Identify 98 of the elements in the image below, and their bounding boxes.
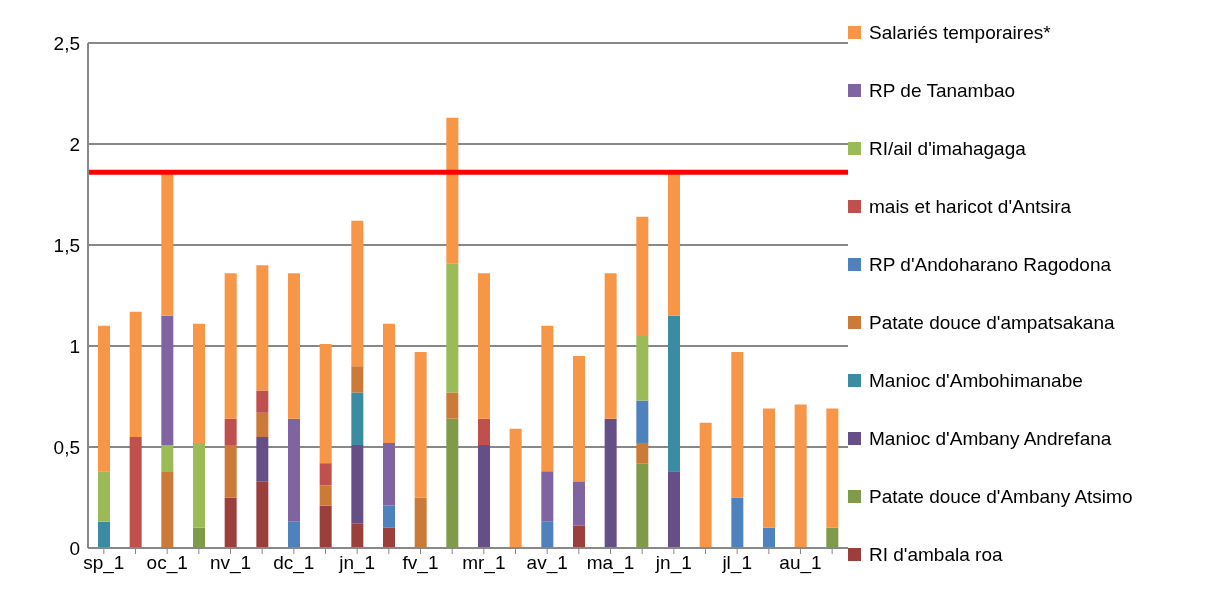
bar [636,463,649,548]
x-tick-label: oc_1 [146,552,188,575]
bar [193,323,205,443]
bar [731,352,744,498]
bar [414,352,427,498]
bar [478,418,490,445]
y-tick-label: 2,5 [53,32,80,54]
bar [478,273,490,419]
bar [193,527,205,548]
bar [636,400,649,443]
legend-label: RI d'ambala roa [869,543,1003,567]
bar [446,392,459,419]
bar [636,442,649,464]
bar [383,505,395,528]
bar [826,527,839,548]
bar [319,343,332,464]
bar [509,428,522,548]
bar [446,263,459,393]
bar [636,335,649,401]
legend-label: Salariés temporaires* [869,21,1051,45]
legend-label: mais et haricot d'Antsira [869,195,1072,219]
bar [763,408,775,528]
legend-label: Manioc d'Ambany Andrefana [869,427,1112,451]
bar [541,521,554,548]
bar [256,436,269,482]
x-tick-label: ma_1 [586,552,635,575]
bar [161,444,174,472]
bar [351,392,364,445]
y-tick-label: 2 [69,133,80,155]
legend-label: RI/ail d'imahagaga [869,137,1026,161]
bar [98,325,110,472]
bar [129,311,142,437]
legend-label: Manioc d'Ambohimanabe [869,369,1083,393]
bar [478,444,490,548]
x-tick-label: fv_1 [402,552,439,575]
bar [288,418,300,522]
bar [414,497,427,548]
bar [604,418,617,548]
x-tick-label: jn_1 [338,552,376,575]
bar [763,527,775,548]
legend-label: RP de Tanambao [869,79,1016,103]
bar [161,471,174,548]
bar [256,265,269,391]
y-tick-label: 0,5 [53,436,80,458]
bar [224,497,237,548]
bar [351,523,364,548]
y-tick-label: 0 [69,537,80,559]
bar [256,412,269,437]
bar [604,273,617,419]
x-tick-label: mr_1 [462,552,506,575]
bar [573,481,585,526]
bar [699,422,712,548]
bar [319,463,332,486]
bar [573,525,585,548]
bar [541,471,554,522]
bar [161,172,174,316]
bar [668,471,680,548]
bar [256,390,269,413]
x-tick-label: sp_1 [83,552,125,575]
bar [668,315,680,472]
bar [224,273,237,419]
bar [288,521,300,548]
bar [351,220,364,367]
bar [351,444,364,524]
x-tick-label: jn_1 [654,552,692,575]
bar [446,418,459,548]
bar [794,404,807,548]
bar [383,323,395,443]
legend-label: Patate douce d'ampatsakana [869,311,1115,335]
y-tick-label: 1,5 [53,234,80,256]
x-tick-label: nv_1 [209,552,252,575]
bar [161,315,174,445]
bar [446,117,459,264]
bar [541,325,554,472]
bar [98,471,110,522]
bar [288,273,300,419]
legend-label: RP d'Andoharano Ragodona [869,253,1112,277]
bar [573,356,585,482]
bar [826,408,839,528]
bar [129,436,142,548]
x-tick-label: au_1 [779,552,822,575]
bar [636,216,649,336]
x-tick-label: av_1 [526,552,568,575]
bar [319,505,332,548]
bar [224,444,237,498]
bar [383,442,395,506]
bar [319,485,332,506]
bar [224,418,237,445]
x-tick-label: jl_1 [721,552,752,575]
bar [731,497,744,548]
x-tick-label: dc_1 [273,552,315,575]
bar [98,521,110,548]
bar [383,527,395,548]
bar [256,481,269,548]
bar [351,366,364,393]
bar [193,442,205,528]
y-tick-label: 1 [69,335,80,357]
legend-label: Patate douce d'Ambany Atsimo [869,485,1133,509]
